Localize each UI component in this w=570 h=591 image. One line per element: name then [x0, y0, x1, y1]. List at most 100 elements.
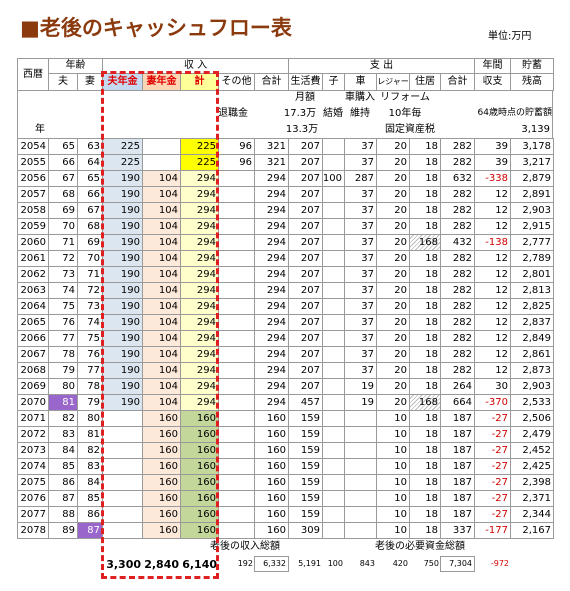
- data-cell: 20: [376, 218, 410, 235]
- data-cell: 64: [77, 154, 103, 171]
- data-cell: 207: [288, 186, 323, 203]
- cell: [218, 250, 255, 267]
- data-cell: 294: [254, 298, 289, 315]
- data-cell: 37: [344, 346, 377, 363]
- cell: [322, 234, 345, 251]
- data-cell: 294: [254, 218, 289, 235]
- data-cell: 12: [474, 346, 511, 363]
- cell: [344, 490, 377, 507]
- data-cell: 160: [254, 426, 289, 443]
- data-cell: 37: [344, 250, 377, 267]
- data-cell: 10: [376, 522, 410, 539]
- data-cell: 282: [440, 298, 475, 315]
- data-cell: 18: [409, 522, 441, 539]
- data-cell: 187: [440, 490, 475, 507]
- data-cell: 100: [322, 170, 345, 187]
- cell: [218, 186, 255, 203]
- data-cell: 2075: [17, 474, 49, 491]
- data-cell: 2,903: [510, 202, 554, 219]
- data-cell: 2064: [17, 298, 49, 315]
- data-cell: 2,789: [510, 250, 554, 267]
- data-cell: 187: [440, 474, 475, 491]
- data-cell: 282: [440, 314, 475, 331]
- data-cell: 20: [376, 266, 410, 283]
- header-cell: 残高: [510, 73, 554, 91]
- data-cell: 2,861: [510, 346, 554, 363]
- data-cell: 87: [48, 490, 78, 507]
- data-cell: 264: [440, 378, 475, 395]
- data-cell: 294: [254, 282, 289, 299]
- data-cell: 294: [254, 234, 289, 251]
- cell: [344, 506, 377, 523]
- data-cell: 2,903: [510, 378, 554, 395]
- header-cell: 夫: [48, 73, 78, 91]
- data-cell: 66: [48, 154, 78, 171]
- data-cell: 2063: [17, 282, 49, 299]
- data-cell: 18: [409, 346, 441, 363]
- data-cell: 12: [474, 250, 511, 267]
- data-cell: 160: [254, 410, 289, 427]
- cell: [322, 282, 345, 299]
- cell: [218, 490, 255, 507]
- note: 退職金: [218, 108, 248, 119]
- cell: [322, 346, 345, 363]
- data-cell: 18: [409, 154, 441, 171]
- total-label: 老後の必要資金総額: [375, 541, 465, 552]
- data-cell: 2,849: [510, 330, 554, 347]
- header-cell: 生活費: [288, 73, 323, 91]
- data-cell: 20: [376, 346, 410, 363]
- cell: [218, 394, 255, 411]
- data-cell: 2062: [17, 266, 49, 283]
- data-cell: 18: [409, 202, 441, 219]
- cell: [322, 314, 345, 331]
- note: 13.3万: [285, 124, 319, 135]
- cell: [322, 506, 345, 523]
- data-cell: 77: [77, 362, 103, 379]
- data-cell: 187: [440, 506, 475, 523]
- data-cell: 70: [48, 218, 78, 235]
- cell: [218, 330, 255, 347]
- data-cell: 2054: [17, 138, 49, 155]
- data-cell: 294: [254, 314, 289, 331]
- data-cell: 160: [142, 522, 181, 539]
- cell: [344, 458, 377, 475]
- title: ■老後のキャッシュフロー表: [20, 16, 292, 40]
- data-cell: 10: [376, 474, 410, 491]
- data-cell: 82: [77, 442, 103, 459]
- data-cell: 207: [288, 138, 323, 155]
- note: リフォーム: [380, 92, 430, 103]
- total-value: 843: [359, 559, 375, 568]
- cell: [218, 458, 255, 475]
- data-cell: 282: [440, 138, 475, 155]
- data-cell: 187: [440, 458, 475, 475]
- data-cell: 294: [254, 186, 289, 203]
- data-cell: 2,801: [510, 266, 554, 283]
- data-cell: 12: [474, 314, 511, 331]
- data-cell: 10: [376, 506, 410, 523]
- data-cell: 20: [376, 314, 410, 331]
- data-cell: 12: [474, 186, 511, 203]
- data-cell: 30: [474, 378, 511, 395]
- data-cell: 294: [254, 346, 289, 363]
- header-cell: 支 出: [288, 58, 475, 74]
- cell: [218, 410, 255, 427]
- data-cell: -27: [474, 410, 511, 427]
- data-cell: 86: [77, 506, 103, 523]
- data-cell: 294: [254, 378, 289, 395]
- data-cell: 68: [48, 186, 78, 203]
- data-cell: 294: [254, 362, 289, 379]
- data-cell: 18: [409, 266, 441, 283]
- data-cell: 207: [288, 362, 323, 379]
- data-cell: 78: [77, 378, 103, 395]
- data-cell: 2067: [17, 346, 49, 363]
- data-cell: 207: [288, 170, 323, 187]
- cell: [344, 410, 377, 427]
- data-cell: 75: [48, 298, 78, 315]
- data-cell: 432: [440, 234, 475, 251]
- data-cell: 18: [409, 362, 441, 379]
- data-cell: 160: [254, 490, 289, 507]
- data-cell: 20: [376, 378, 410, 395]
- total-value: 6,332: [254, 556, 289, 572]
- data-cell: 321: [254, 154, 289, 171]
- data-cell: 18: [409, 314, 441, 331]
